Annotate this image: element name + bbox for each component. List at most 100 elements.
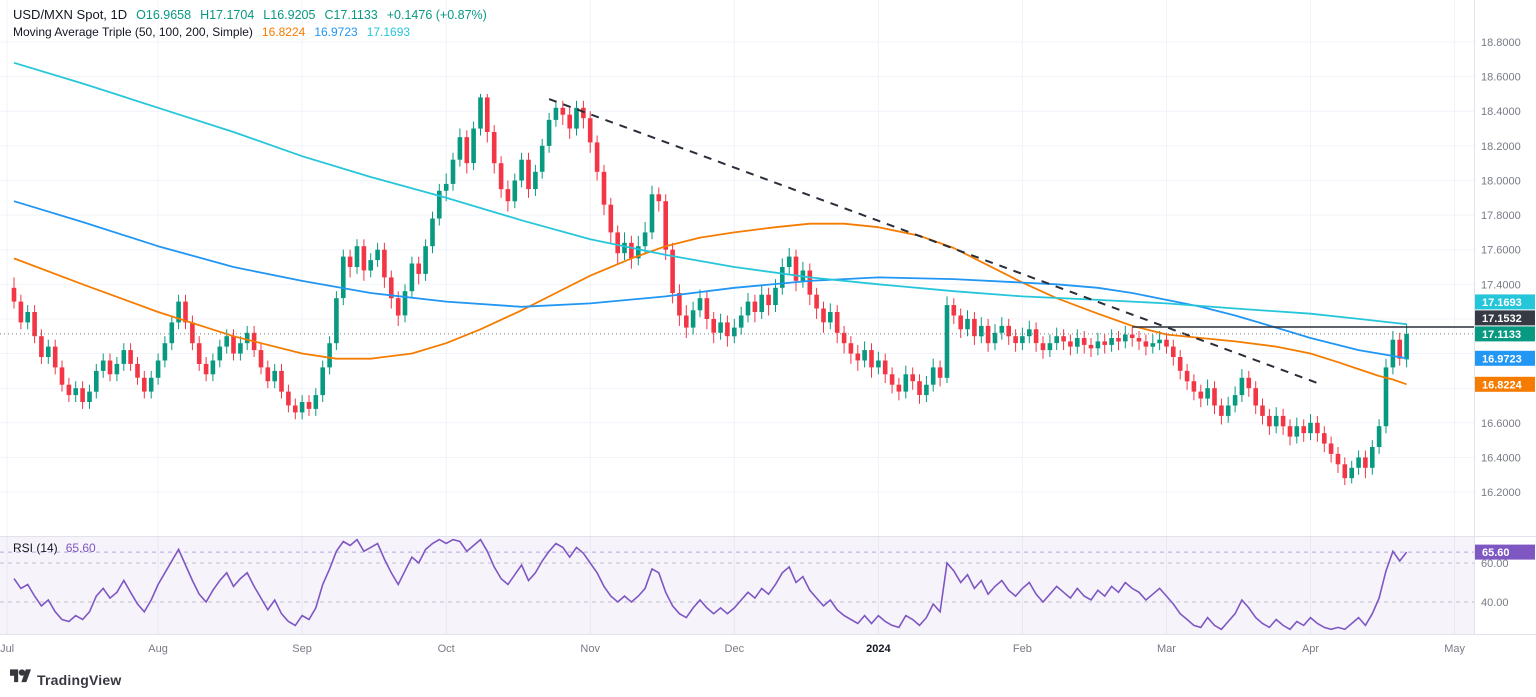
candle: [519, 159, 524, 181]
candle: [382, 249, 387, 278]
candle: [944, 305, 950, 378]
tradingview-logo-link[interactable]: TradingView: [10, 669, 121, 691]
candle: [176, 301, 181, 323]
price-tick-label: 18.0000: [1481, 176, 1521, 188]
candle: [807, 270, 813, 295]
chart-canvas[interactable]: 18.8000 18.6000 18.4000 18.2000 18.0000 17.80…: [0, 0, 1536, 662]
candle: [107, 360, 113, 375]
candle: [855, 353, 861, 361]
rsi-line: [13, 538, 1408, 631]
candle: [430, 218, 435, 247]
candle: [992, 332, 998, 344]
candle: [1020, 336, 1025, 344]
price-badge: [1475, 350, 1535, 366]
symbol-title[interactable]: USD/MXN Spot, 1D: [13, 7, 128, 22]
candle: [539, 145, 545, 172]
candle: [1349, 467, 1354, 479]
price-tick-label: 18.6000: [1481, 72, 1521, 84]
candle: [265, 367, 271, 382]
candle: [293, 405, 298, 413]
candle: [66, 384, 72, 396]
candle: [114, 363, 120, 375]
candle: [1123, 334, 1128, 342]
candle: [1294, 426, 1300, 437]
candle: [148, 377, 154, 392]
time-label-May: May: [1444, 643, 1465, 655]
rsi-pane: [0, 537, 1474, 634]
candle: [636, 246, 641, 259]
candle: [862, 350, 867, 361]
candle: [780, 267, 785, 288]
candle: [1054, 336, 1059, 344]
candle: [629, 242, 634, 259]
rsi-indicator-title[interactable]: RSI (14): [13, 541, 58, 555]
candle: [1143, 341, 1149, 347]
candle: [1308, 422, 1313, 434]
rsi-current-value: 65.60: [65, 541, 96, 555]
candle: [649, 194, 655, 233]
candle: [368, 260, 373, 271]
candle: [313, 395, 319, 409]
candle: [100, 360, 106, 371]
candle: [39, 336, 44, 357]
candle: [162, 343, 168, 361]
candle: [979, 325, 984, 337]
candle: [684, 315, 689, 328]
price-tick-label: 16.6000: [1481, 418, 1521, 430]
candle: [670, 249, 675, 293]
candle: [1253, 388, 1258, 406]
sma-50-line: [13, 222, 1407, 386]
sma-100-line: [13, 200, 1407, 360]
candle: [498, 163, 504, 190]
price-badge-label: 17.1133: [1482, 329, 1521, 341]
candle: [450, 159, 456, 184]
candle: [1184, 370, 1190, 382]
candle: [1164, 339, 1169, 347]
footer-bar: TradingView: [0, 662, 1536, 697]
candle: [478, 97, 483, 129]
candle: [1109, 338, 1114, 345]
candle: [80, 388, 85, 402]
ma-indicator-row: Moving Average Triple (50, 100, 200, Sim…: [13, 25, 487, 39]
time-label-Feb: Feb: [1013, 643, 1032, 655]
rsi-indicator-row: RSI (14) 65.60: [13, 541, 96, 555]
candle: [752, 301, 758, 312]
price-tick-label: 16.2000: [1481, 487, 1521, 499]
candle: [821, 308, 826, 323]
candle: [286, 391, 291, 406]
ma-lines-layer: [13, 61, 1407, 386]
candle: [361, 246, 367, 271]
candle: [1150, 343, 1156, 347]
candle: [882, 360, 888, 375]
price-badge: [1475, 326, 1535, 342]
candle: [985, 325, 991, 344]
candle: [18, 301, 24, 323]
price-badge-label: 17.1693: [1482, 297, 1522, 309]
descending-trendline[interactable]: [548, 98, 1318, 384]
candle: [320, 367, 325, 396]
candle: [1040, 343, 1046, 351]
candle: [73, 388, 78, 396]
candle: [608, 204, 614, 233]
candle: [203, 363, 209, 375]
candle: [210, 360, 216, 375]
candle: [491, 132, 497, 164]
ma100-value: 16.9723: [314, 25, 358, 39]
rsi-tick-label: 60.00: [1481, 558, 1509, 570]
price-change: +0.1476 (+0.87%): [386, 8, 487, 22]
candle: [11, 287, 17, 302]
symbol-row: USD/MXN Spot, 1D O16.9658 H17.1704 L16.9…: [13, 7, 487, 22]
candle: [594, 142, 600, 172]
candle: [793, 256, 799, 281]
candle: [1390, 339, 1396, 368]
ma50-value: 16.8224: [261, 25, 306, 39]
time-axis[interactable]: Jul Aug Sep Oct Nov Dec 2024 Feb Mar Apr May: [0, 643, 1465, 655]
candle: [135, 363, 140, 378]
rsi-value-badge: [1475, 544, 1535, 560]
price-axis[interactable]: 18.8000 18.6000 18.4000 18.2000 18.0000 17.80…: [1481, 37, 1521, 609]
time-label-Dec: Dec: [725, 643, 745, 655]
ma-indicator-title[interactable]: Moving Average Triple (50, 100, 200, Sim…: [13, 25, 253, 39]
candle: [1191, 381, 1197, 392]
price-tick-label: 17.4000: [1481, 279, 1521, 291]
